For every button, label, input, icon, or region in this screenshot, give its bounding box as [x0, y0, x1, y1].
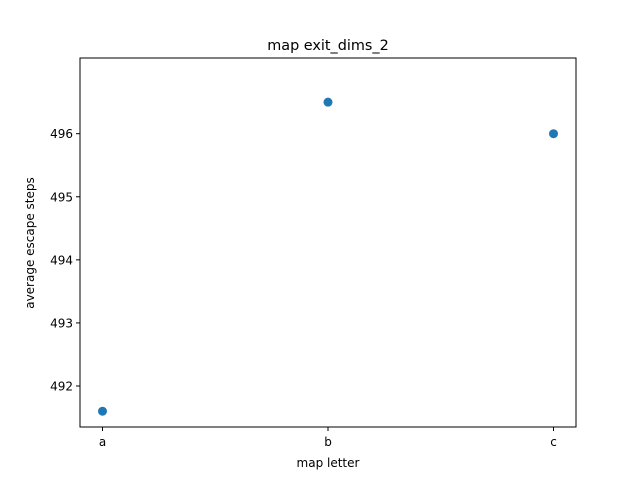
y-tick-label: 493 [50, 316, 73, 330]
axis-ticks: a b c 492 493 494 495 496 [50, 127, 557, 449]
plot-area-frame [79, 57, 577, 428]
data-point-b [323, 97, 333, 107]
x-tick-label: b [324, 435, 332, 449]
data-point-c [549, 129, 558, 139]
y-tick-label: 495 [50, 190, 73, 204]
y-tick-label: 496 [50, 127, 73, 141]
x-tick-label: c [550, 435, 557, 449]
x-tick-label: a [99, 435, 106, 449]
y-tick-label: 494 [50, 253, 73, 267]
x-axis-label: map letter [297, 456, 360, 470]
y-tick-label: 492 [50, 380, 73, 394]
data-point-a [98, 406, 107, 416]
y-axis-label: average escape steps [23, 177, 37, 309]
chart-title: map exit_dims_2 [267, 38, 389, 54]
data-points [98, 97, 558, 416]
